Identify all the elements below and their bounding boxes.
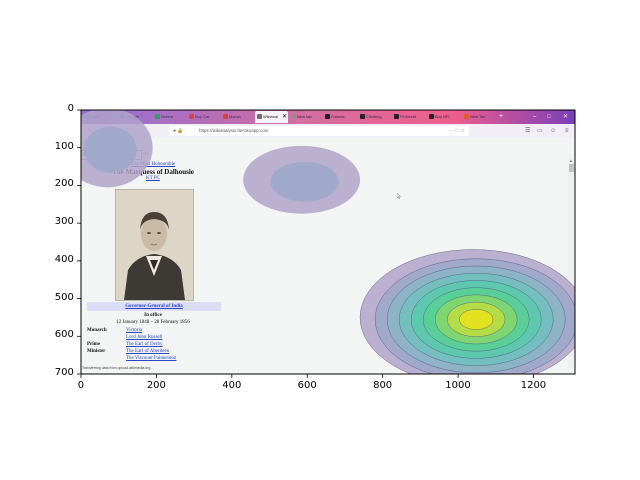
maximize-icon[interactable]: □ — [547, 114, 551, 120]
tab-favicon-icon — [155, 114, 160, 119]
new-tab-button[interactable]: + — [499, 113, 504, 120]
sidebar-icon[interactable]: ▭ — [537, 128, 543, 134]
prime-label: Prime — [87, 342, 101, 347]
mouse-cursor-icon — [397, 193, 401, 199]
browser-tab[interactable]: Google — [118, 111, 151, 123]
tab-label: FinStreet — [400, 114, 417, 119]
tab-label: New Tab — [470, 114, 486, 119]
prime-minister-link-4[interactable]: The Viscount Palmerston — [126, 356, 177, 361]
start-button[interactable]: Start — [83, 140, 101, 150]
tab-favicon-icon — [223, 114, 228, 119]
minimize-icon[interactable]: – — [533, 114, 537, 120]
tab-label: Marius — [229, 114, 242, 119]
prime-minister-link-2[interactable]: The Earl of Derby — [126, 342, 163, 347]
tab-favicon-icon — [257, 114, 262, 119]
tab-favicon-icon — [429, 114, 434, 119]
y-tick-label: 500 — [54, 291, 74, 303]
tab-label: Futures — [331, 114, 345, 119]
y-tick-label: 200 — [54, 178, 74, 190]
tab-label: Climbing — [366, 114, 382, 119]
home-icon[interactable]: ⌂ — [124, 127, 129, 134]
stop-icon[interactable]: ✕ — [112, 127, 118, 134]
x-tick-label: 600 — [297, 380, 317, 391]
browser-screenshot: Data Google Greenr Buy Car Marius Wikianal ✕ Ne… — [81, 110, 575, 374]
browser-tab[interactable]: New tab — [289, 111, 322, 123]
y-tick-label: 400 — [54, 253, 74, 265]
tab-label: New tab — [297, 114, 312, 119]
browser-tab[interactable]: Buy Car — [187, 111, 220, 123]
tab-label: Buy Car — [195, 114, 210, 119]
in-office-label: In office — [144, 313, 162, 318]
prime-minister-link-3[interactable]: The Earl of Aberdeen — [126, 349, 170, 354]
lock-icon: ● 🔒 — [173, 128, 184, 134]
browser-tab[interactable]: Greenr — [153, 111, 186, 123]
page-actions-icon[interactable]: ⋯ ♡ ☆ — [448, 128, 465, 134]
library-icon[interactable]: ☰ — [525, 128, 531, 134]
browser-tab[interactable]: New Tab — [462, 111, 495, 123]
y-tick-label: 100 — [54, 140, 74, 152]
scroll-thumb[interactable] — [569, 164, 574, 172]
go-button[interactable]: Go — [143, 151, 150, 156]
browser-tab[interactable]: Data — [83, 111, 116, 123]
x-tick-label: 1200 — [520, 380, 547, 391]
browser-tab[interactable]: FinStreet — [392, 111, 425, 123]
tab-label: Google — [126, 114, 139, 119]
menu-icon[interactable]: ≡ — [565, 128, 569, 134]
portrait-image[interactable] — [115, 189, 194, 301]
stop-button[interactable]: Stop — [103, 140, 121, 150]
tab-favicon-icon — [189, 114, 194, 119]
minister-label: Minister — [87, 349, 106, 354]
y-tick-label: 0 — [67, 103, 74, 114]
tab-label: Greenr — [161, 114, 174, 119]
browser-tab[interactable]: Wikianal ✕ — [255, 111, 288, 123]
query-input[interactable]: india — [81, 150, 142, 160]
scroll-up-icon[interactable]: ▲ — [569, 158, 573, 163]
tab-bar: Data Google Greenr Buy Car Marius Wikianal ✕ Ne… — [81, 110, 575, 124]
term-dates: 12 January 1848 – 28 February 1856 — [116, 320, 190, 325]
office-link[interactable]: Governor-General of India — [87, 302, 221, 311]
tab-label: Buy NFI — [435, 114, 450, 119]
tab-label: Data — [91, 114, 100, 119]
x-tick-label: 1000 — [445, 380, 471, 391]
wikipedia-infobox: The Most Honourable The Marquess of Dalh… — [85, 162, 221, 361]
navigation-bar: ← → ✕ ⌂ ● 🔒 https://wikianalysis.herokua… — [81, 124, 575, 138]
tab-favicon-icon — [360, 114, 365, 119]
y-tick-label: 600 — [54, 329, 74, 341]
close-window-icon[interactable]: ✕ — [563, 114, 569, 120]
honorific-prefix-link[interactable]: The Most Honourable — [130, 162, 176, 167]
tab-favicon-icon — [120, 114, 125, 119]
tab-label: Wikianal — [263, 114, 279, 119]
x-tick-label: 800 — [373, 380, 393, 391]
x-tick-label: 200 — [146, 380, 166, 391]
scrollbar[interactable]: ▲ — [568, 158, 575, 368]
back-icon[interactable]: ← — [87, 127, 94, 134]
infobox-title: The Marquess of Dalhousie — [112, 168, 194, 176]
forward-icon[interactable]: → — [99, 127, 106, 134]
x-tick-label: 0 — [77, 380, 85, 391]
url-bar[interactable]: ● 🔒 https://wikianalysis.herokuapp.com ⋯… — [169, 126, 469, 136]
account-icon[interactable]: ☺ — [550, 128, 557, 134]
y-tick-label: 300 — [54, 216, 74, 228]
prime-minister-link-1[interactable]: Lord John Russell — [126, 335, 163, 340]
tab-favicon-icon — [464, 114, 469, 119]
tab-favicon-icon — [394, 114, 399, 119]
tab-favicon-icon — [291, 114, 296, 119]
browser-tab[interactable]: Climbing — [358, 111, 391, 123]
x-tick-label: 400 — [222, 380, 242, 391]
monarch-label: Monarch — [87, 328, 107, 333]
browser-tab[interactable]: Buy NFI — [427, 111, 460, 123]
browser-tab[interactable]: Futures — [323, 111, 356, 123]
monarch-link[interactable]: Victoria — [126, 328, 143, 333]
browser-tab[interactable]: Marius — [221, 111, 254, 123]
tab-favicon-icon — [85, 114, 90, 119]
tab-favicon-icon — [325, 114, 330, 119]
url-text: https://wikianalysis.herokuapp.com — [199, 128, 269, 133]
status-bar: Transferring data from upload.wikimedia.… — [81, 366, 155, 370]
close-tab-icon[interactable]: ✕ — [281, 114, 287, 120]
y-tick-label: 700 — [54, 367, 74, 378]
honorific-suffix-link[interactable]: KT PC — [146, 176, 160, 181]
